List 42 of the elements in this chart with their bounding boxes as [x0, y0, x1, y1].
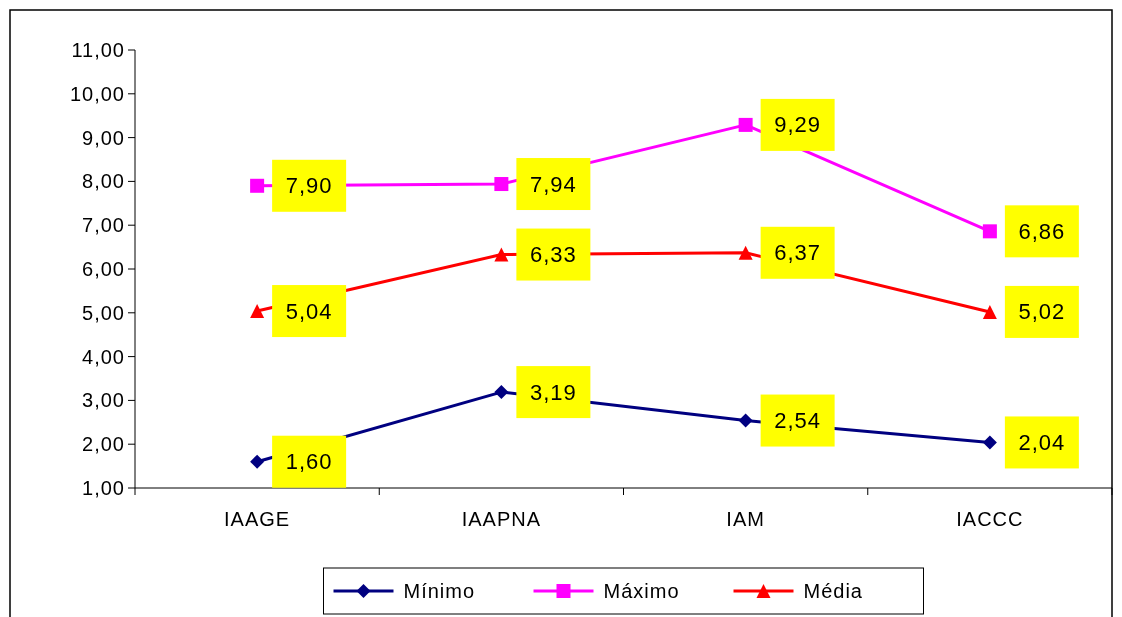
y-tick-label: 4,00: [82, 345, 125, 368]
x-tick-label: IAM: [726, 508, 765, 530]
data-label: 6,86: [1018, 218, 1066, 244]
y-tick-label: 5,00: [82, 301, 125, 324]
legend-label: Média: [803, 580, 863, 602]
data-label: 6,37: [774, 240, 822, 266]
data-label: 6,33: [529, 242, 577, 268]
point: [982, 304, 997, 319]
y-tick-label: 6,00: [82, 258, 125, 280]
data-label: 5,04: [285, 298, 333, 324]
point: [738, 413, 753, 428]
data-label: 7,94: [529, 171, 577, 197]
point: [738, 245, 753, 260]
x-tick-label: IAAGE: [224, 508, 291, 530]
y-tick-label: 2,00: [82, 433, 125, 456]
y-tick-label: 10,00: [69, 82, 125, 105]
legend-label: Máximo: [603, 580, 680, 602]
data-label: 1,60: [285, 449, 333, 475]
y-tick-label: 7,00: [82, 214, 125, 237]
point: [738, 117, 753, 132]
data-label: 2,54: [774, 408, 822, 434]
point: [982, 224, 997, 239]
point: [250, 178, 265, 193]
y-tick-label: 9,00: [82, 126, 125, 149]
point: [250, 454, 265, 469]
data-label: 7,90: [285, 173, 333, 199]
point: [494, 247, 509, 262]
y-tick-label: 8,00: [82, 170, 125, 193]
data-label: 5,02: [1018, 299, 1066, 325]
x-tick-label: IAAPNA: [461, 508, 542, 530]
data-label: 3,19: [529, 379, 577, 405]
y-tick-label: 11,00: [71, 39, 125, 61]
data-label: 2,04: [1018, 429, 1066, 455]
y-tick-label: 3,00: [82, 389, 125, 412]
legend-label: Mínimo: [403, 580, 476, 602]
point: [494, 177, 509, 192]
point: [494, 385, 509, 400]
point: [982, 435, 997, 450]
x-tick-label: IACCC: [956, 508, 1024, 530]
point: [250, 304, 265, 319]
data-label: 9,29: [774, 112, 822, 138]
y-tick-label: 1,00: [82, 477, 125, 499]
